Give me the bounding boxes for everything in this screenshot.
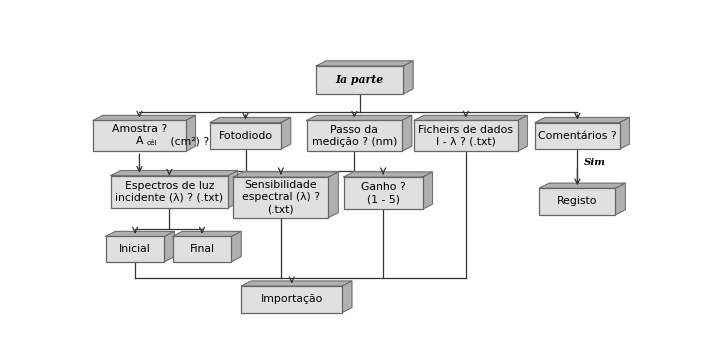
- Polygon shape: [535, 118, 630, 123]
- Bar: [106, 236, 164, 262]
- Text: Ficheirs de dados
I - λ ? (.txt): Ficheirs de dados I - λ ? (.txt): [418, 125, 513, 147]
- Polygon shape: [164, 231, 174, 262]
- Text: Sensibilidade
espectral (λ) ?
(.txt): Sensibilidade espectral (λ) ? (.txt): [242, 180, 320, 215]
- Bar: [210, 123, 281, 149]
- Polygon shape: [281, 118, 291, 149]
- Bar: [111, 176, 228, 208]
- Polygon shape: [423, 172, 432, 209]
- Bar: [233, 177, 329, 217]
- Polygon shape: [210, 118, 291, 123]
- Text: Ganho ?
(1 - 5): Ganho ? (1 - 5): [361, 182, 406, 204]
- Polygon shape: [539, 183, 625, 188]
- Polygon shape: [402, 115, 412, 151]
- Polygon shape: [414, 115, 527, 121]
- Polygon shape: [404, 61, 413, 94]
- Text: Passo da
medição ? (nm): Passo da medição ? (nm): [312, 125, 397, 147]
- Bar: [173, 236, 232, 262]
- Text: Registo: Registo: [557, 196, 597, 207]
- Polygon shape: [111, 171, 238, 176]
- Polygon shape: [342, 281, 352, 313]
- Polygon shape: [517, 115, 527, 151]
- Text: Final: Final: [190, 244, 215, 254]
- Polygon shape: [232, 231, 241, 262]
- Polygon shape: [307, 115, 412, 121]
- Bar: [344, 177, 423, 209]
- Polygon shape: [173, 231, 241, 236]
- Bar: [93, 121, 185, 151]
- Bar: [539, 188, 616, 215]
- Polygon shape: [185, 115, 195, 151]
- Text: Importação: Importação: [260, 294, 323, 304]
- Polygon shape: [620, 118, 630, 149]
- Text: A: A: [135, 136, 143, 146]
- Text: Comentários ?: Comentários ?: [538, 131, 617, 141]
- Text: Espectros de luz
incidente (λ) ? (.txt): Espectros de luz incidente (λ) ? (.txt): [115, 180, 223, 203]
- Text: cél: cél: [147, 140, 157, 146]
- Text: Inicial: Inicial: [119, 244, 151, 254]
- Text: Ia parte: Ia parte: [336, 74, 384, 85]
- Bar: [317, 66, 404, 94]
- Polygon shape: [233, 172, 338, 177]
- Text: Fotodiodo: Fotodiodo: [218, 131, 272, 141]
- Bar: [414, 121, 517, 151]
- Text: (cm²) ?: (cm²) ?: [166, 136, 208, 146]
- Polygon shape: [93, 115, 195, 121]
- Bar: [535, 123, 620, 149]
- Polygon shape: [241, 281, 352, 286]
- Polygon shape: [616, 183, 625, 215]
- Bar: [241, 286, 342, 313]
- Polygon shape: [317, 61, 413, 66]
- Polygon shape: [228, 171, 238, 208]
- Polygon shape: [344, 172, 432, 177]
- Polygon shape: [329, 172, 338, 217]
- Text: Sim: Sim: [584, 158, 606, 167]
- Bar: [307, 121, 402, 151]
- Polygon shape: [106, 231, 174, 236]
- Text: Amostra ?: Amostra ?: [112, 124, 167, 134]
